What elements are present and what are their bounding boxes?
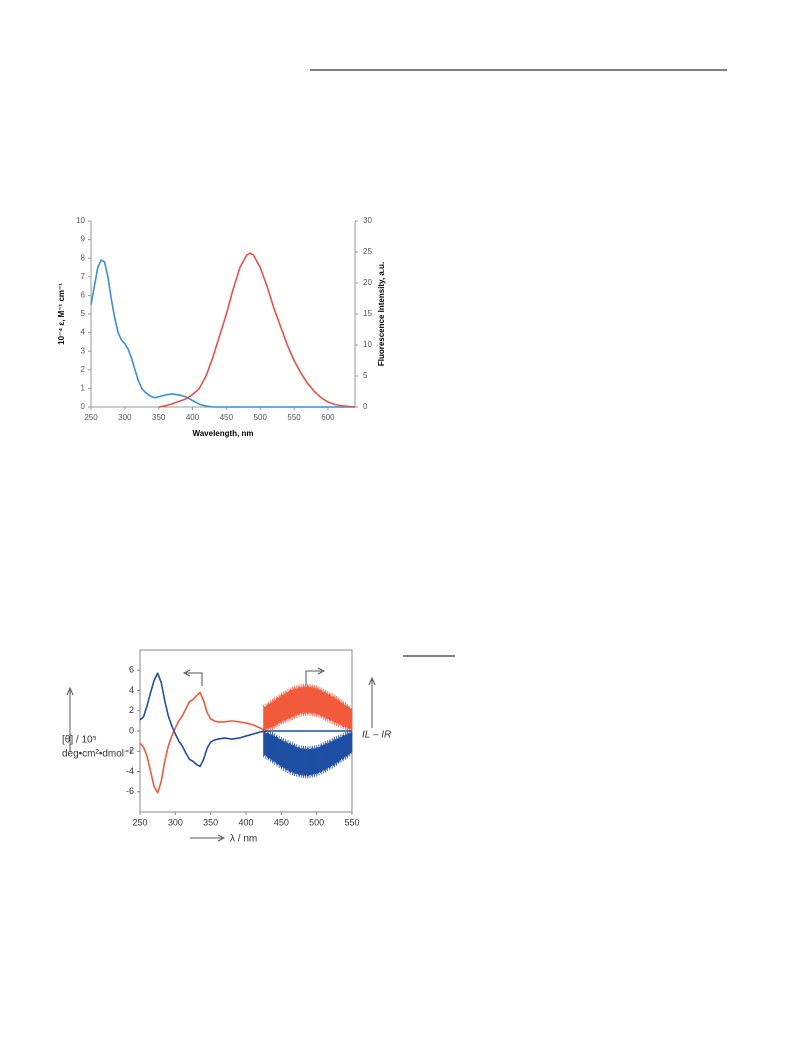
x-tick-label: 250 [132,817,147,827]
y-axis-label: deg•cm²•dmol⁻¹ [62,749,133,760]
x-tick-label: 400 [186,413,200,422]
y2-tick-label: 5 [363,371,368,380]
series-line [158,252,356,408]
x-tick-label: 250 [84,413,98,422]
x-tick-label: 500 [309,817,324,827]
y-tick-label: 5 [81,309,86,318]
arrows [66,667,376,842]
y-tick-label: 1 [81,384,86,393]
x-tick-label: 550 [344,817,359,827]
y2-tick-label: 0 [363,402,368,411]
y2-tick-label: 25 [363,247,372,256]
y-tick-label: 9 [81,235,86,244]
series-line [139,691,268,794]
y-tick-label: 6 [129,665,134,675]
x-tick-label: 300 [118,413,132,422]
y-tick-label: -6 [126,786,134,796]
y-tick-label: 4 [81,328,86,337]
y2-tick-label: 20 [363,278,372,287]
x-tick-label: 600 [321,413,335,422]
x-tick-label: 450 [220,413,234,422]
y-tick-label: 2 [81,365,86,374]
y2-axis-label: IL – IR [362,730,391,741]
y-tick-label: 4 [129,685,134,695]
y-tick-label: 0 [81,402,86,411]
y-axis-label: [θ] / 10⁵ [62,735,97,746]
series-line [139,672,352,768]
y2-tick-label: 30 [363,216,372,225]
y2-axis-label: Fluorescence Intensity, a.u. [377,262,386,366]
y-axis-label: 10⁻⁴ ε, M⁻¹ cm⁻¹ [57,283,66,345]
y-tick-label: 0 [129,725,134,735]
x-tick-label: 300 [168,817,183,827]
x-tick-label: 350 [152,413,166,422]
y-tick-label: 2 [129,705,134,715]
y-tick-label: 10 [76,216,85,225]
series-line [90,259,355,408]
y2-tick-label: 15 [363,309,372,318]
x-tick-label: 500 [254,413,268,422]
y-tick-label: 8 [81,253,86,262]
y-tick-label: 3 [81,346,86,355]
x-tick-label: 550 [287,413,301,422]
y-tick-label: -4 [126,766,134,776]
x-tick-label: 350 [203,817,218,827]
y-tick-label: -2 [126,746,134,756]
x-axis-label: Wavelength, nm [192,429,253,438]
x-tick-label: 450 [274,817,289,827]
y-tick-label: 7 [81,272,86,281]
x-tick-label: 400 [238,817,253,827]
x-axis-label: λ / nm [230,834,257,845]
y2-tick-label: 10 [363,340,372,349]
y-tick-label: 6 [81,291,86,300]
